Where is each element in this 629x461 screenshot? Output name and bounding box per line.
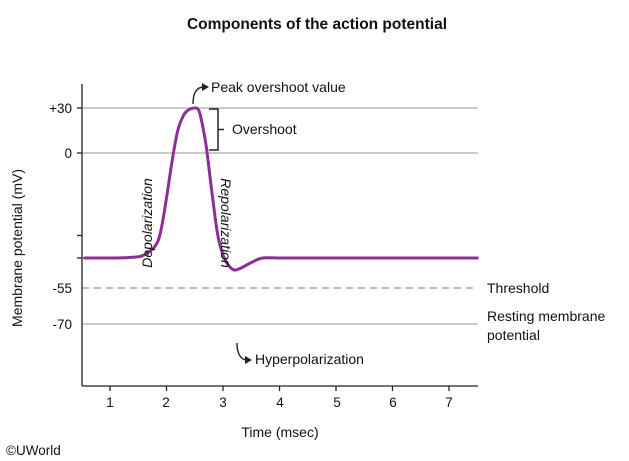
overshoot-bracket — [209, 108, 224, 151]
y-tick-label-zero: 0 — [64, 146, 72, 161]
x-tick-label-3: 3 — [219, 395, 227, 410]
peak-arrow-icon — [202, 83, 209, 91]
action-potential-curve — [83, 106, 479, 272]
x-tick-label-1: 1 — [106, 395, 114, 410]
chart-title: Components of the action potential — [187, 16, 447, 33]
y-tick-label-minus70: -70 — [52, 317, 72, 332]
y-axis-title: Membrane potential (mV) — [9, 169, 25, 327]
overshoot-label: Overshoot — [232, 121, 297, 137]
peak-overshoot-label: Peak overshoot value — [211, 79, 346, 95]
y-tick-marks — [77, 107, 82, 259]
x-tick-label-7: 7 — [445, 395, 453, 410]
resting-potential-label-line1: Resting membrane — [487, 308, 605, 324]
x-tick-label-6: 6 — [389, 395, 397, 410]
copyright-text: ©UWorld — [6, 443, 61, 458]
hyperpolarization-arrow-icon — [245, 356, 252, 364]
x-tick-label-5: 5 — [333, 395, 341, 410]
y-tick-label-minus55: -55 — [52, 281, 72, 296]
threshold-label: Threshold — [487, 280, 549, 296]
resting-potential-label-line2: potential — [487, 327, 540, 343]
x-tick-label-2: 2 — [162, 395, 170, 410]
depolarization-label: Depolarization — [139, 178, 155, 268]
x-axis-title: Time (msec) — [241, 424, 318, 440]
x-tick-marks — [109, 386, 450, 391]
repolarization-label: Repolarization — [218, 178, 234, 268]
hyperpolarization-label: Hyperpolarization — [255, 351, 364, 367]
x-tick-label-4: 4 — [276, 395, 284, 410]
y-tick-label-plus30: +30 — [49, 101, 72, 116]
